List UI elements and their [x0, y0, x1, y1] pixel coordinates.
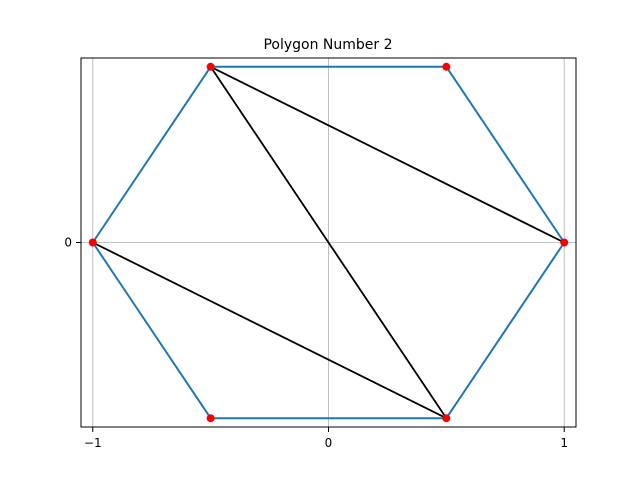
vertex-series	[88, 62, 569, 423]
vertex-point-2	[206, 62, 215, 71]
x-tick-label-1: 0	[325, 436, 333, 450]
diagonal-line-0	[209, 65, 566, 244]
diagonal-line-2	[91, 241, 448, 420]
diagonal-series	[91, 65, 566, 420]
vertex-point-0	[560, 238, 569, 247]
vertex-point-3	[88, 238, 97, 247]
x-tick-label-0: −1	[84, 436, 102, 450]
x-tick-label-2: 1	[560, 436, 568, 450]
vertex-point-4	[206, 414, 215, 423]
y-tick-label-0: 0	[64, 236, 72, 250]
chart-title: Polygon Number 2	[263, 37, 392, 53]
axis-ticks: −1 0 1 0	[64, 236, 568, 451]
vertex-point-1	[442, 62, 451, 71]
diagonal-line-1	[209, 65, 448, 420]
vertex-point-5	[442, 414, 451, 423]
